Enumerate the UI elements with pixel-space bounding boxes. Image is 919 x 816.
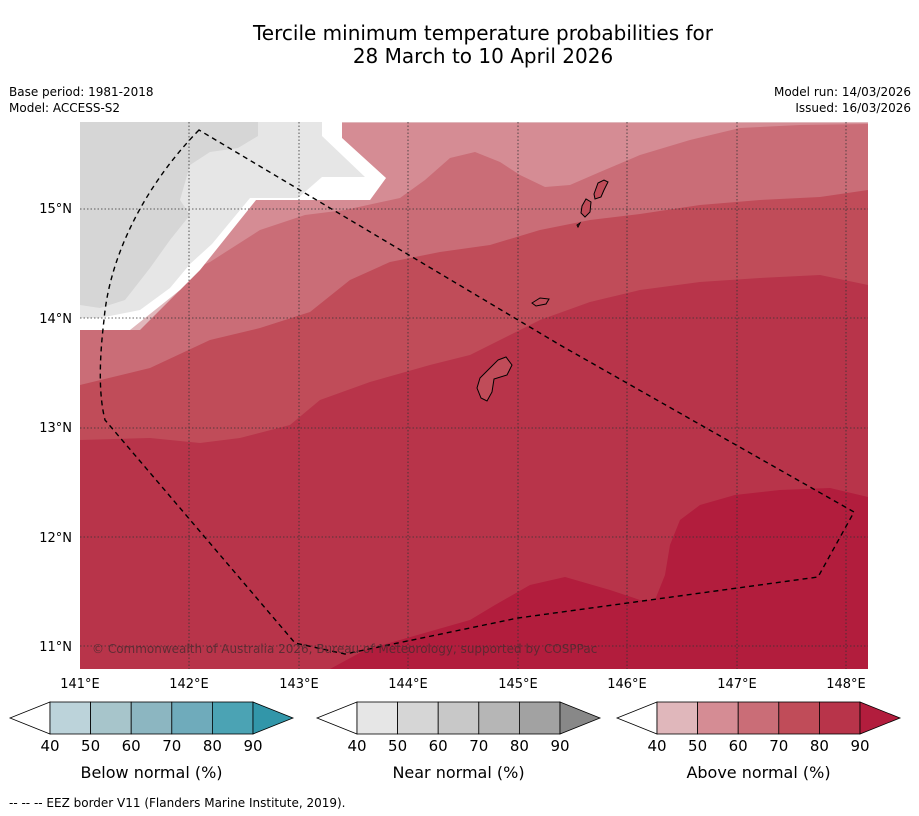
colorbar-segment bbox=[737, 701, 780, 735]
lat-label: 13°N bbox=[39, 421, 72, 436]
colorbar-segment bbox=[397, 701, 439, 735]
colorbar-tick-label: 60 bbox=[429, 737, 448, 755]
lat-label: 12°N bbox=[39, 531, 72, 546]
lon-label: 143°E bbox=[279, 677, 319, 692]
colorbar-tick-label: 80 bbox=[203, 737, 222, 755]
base-period: Base period: 1981-2018 bbox=[9, 85, 154, 99]
colorbar-segment bbox=[656, 701, 698, 735]
probability-map: © Commonwealth of Australia 2026, Bureau… bbox=[80, 122, 868, 669]
colorbar-segment bbox=[49, 701, 91, 735]
colorbar-segment bbox=[778, 701, 820, 735]
copyright-text: © Commonwealth of Australia 2026, Bureau… bbox=[92, 642, 597, 656]
island-tinian bbox=[580, 198, 592, 218]
colorbar-high-extend bbox=[252, 701, 295, 735]
colorbar-tick-label: 70 bbox=[469, 737, 488, 755]
colorbar-tick-label: 40 bbox=[40, 737, 59, 755]
lon-label: 147°E bbox=[717, 677, 757, 692]
colorbar-tick-label: 50 bbox=[81, 737, 100, 755]
islands bbox=[476, 179, 609, 402]
colorbar-tick-label: 90 bbox=[850, 737, 869, 755]
colorbar-0: 40 50 60 70 80 90 Below normal (%) bbox=[8, 701, 295, 782]
colorbar-segment bbox=[90, 701, 132, 735]
lon-labels: 141°E 142°E 143°E 144°E 145°E 146°E 147°… bbox=[60, 677, 866, 692]
map-title: Tercile minimum temperature probabilitie… bbox=[0, 22, 919, 68]
colorbar-tick-label: 40 bbox=[647, 737, 666, 755]
colorbar-segment bbox=[697, 701, 739, 735]
lat-labels: 15°N 14°N 13°N 12°N 11°N bbox=[39, 202, 72, 655]
colorbar-tick-label: 40 bbox=[347, 737, 366, 755]
title-line-1: Tercile minimum temperature probabilitie… bbox=[252, 21, 714, 45]
lat-label: 14°N bbox=[39, 312, 72, 327]
colorbar-label: Above normal (%) bbox=[686, 763, 830, 782]
colorbar-segment bbox=[519, 701, 561, 735]
lon-label: 144°E bbox=[388, 677, 428, 692]
meta-right: Model run: 14/03/2026 Issued: 16/03/2026 bbox=[774, 84, 911, 116]
colorbar-high-extend bbox=[559, 701, 602, 735]
colorbar-tick-label: 60 bbox=[729, 737, 748, 755]
model-name: Model: ACCESS-S2 bbox=[9, 101, 121, 115]
colorbar-tick-label: 50 bbox=[688, 737, 707, 755]
lon-label: 145°E bbox=[498, 677, 538, 692]
colorbar-group: 40 50 60 70 80 90 Below normal (%) 40 50 60 70 80 90… bbox=[8, 701, 902, 782]
title-line-2: 28 March to 10 April 2026 bbox=[352, 44, 614, 68]
model-run: Model run: 14/03/2026 bbox=[773, 85, 911, 99]
colorbar-tick-label: 90 bbox=[550, 737, 569, 755]
island-aguijan bbox=[576, 221, 582, 229]
island-rota bbox=[531, 297, 550, 307]
colorbar-low-extend bbox=[8, 701, 51, 735]
colorbar-tick-label: 90 bbox=[243, 737, 262, 755]
lat-label: 15°N bbox=[39, 202, 72, 217]
issued-date: Issued: 16/03/2026 bbox=[795, 101, 911, 115]
colorbar-segment bbox=[130, 701, 173, 735]
colorbar-high-extend bbox=[859, 701, 902, 735]
colorbar-tick-label: 60 bbox=[122, 737, 141, 755]
colorbar-1: 40 50 60 70 80 90 Near normal (%) bbox=[315, 701, 602, 782]
lat-label: 11°N bbox=[39, 640, 72, 655]
colorbar-tick-label: 80 bbox=[510, 737, 529, 755]
colorbar-segment bbox=[437, 701, 480, 735]
grid-lines bbox=[80, 122, 868, 669]
eez-border bbox=[99, 129, 855, 655]
colorbar-low-extend bbox=[315, 701, 358, 735]
colorbar-segment bbox=[211, 701, 254, 735]
colorbar-tick-label: 50 bbox=[388, 737, 407, 755]
lon-label: 148°E bbox=[826, 677, 866, 692]
colorbar-tick-label: 80 bbox=[810, 737, 829, 755]
colorbar-tick-label: 70 bbox=[769, 737, 788, 755]
colorbar-2: 40 50 60 70 80 90 Above normal (%) bbox=[615, 701, 902, 782]
colorbar-label: Below normal (%) bbox=[80, 763, 222, 782]
lon-label: 141°E bbox=[60, 677, 100, 692]
lon-label: 142°E bbox=[169, 677, 209, 692]
colorbar-label: Near normal (%) bbox=[392, 763, 524, 782]
colorbar-segment bbox=[171, 701, 213, 735]
colorbar-segment bbox=[356, 701, 398, 735]
lon-label: 146°E bbox=[607, 677, 647, 692]
island-guam bbox=[476, 356, 513, 402]
colorbar-tick-label: 70 bbox=[162, 737, 181, 755]
eez-footnote: -- -- -- EEZ border V11 (Flanders Marine… bbox=[9, 796, 346, 810]
near-normal-50 bbox=[80, 122, 258, 308]
colorbar-low-extend bbox=[615, 701, 658, 735]
meta-left: Base period: 1981-2018 Model: ACCESS-S2 bbox=[9, 84, 154, 116]
colorbar-segment bbox=[819, 701, 861, 735]
colorbar-segment bbox=[478, 701, 520, 735]
island-saipan bbox=[593, 179, 609, 200]
